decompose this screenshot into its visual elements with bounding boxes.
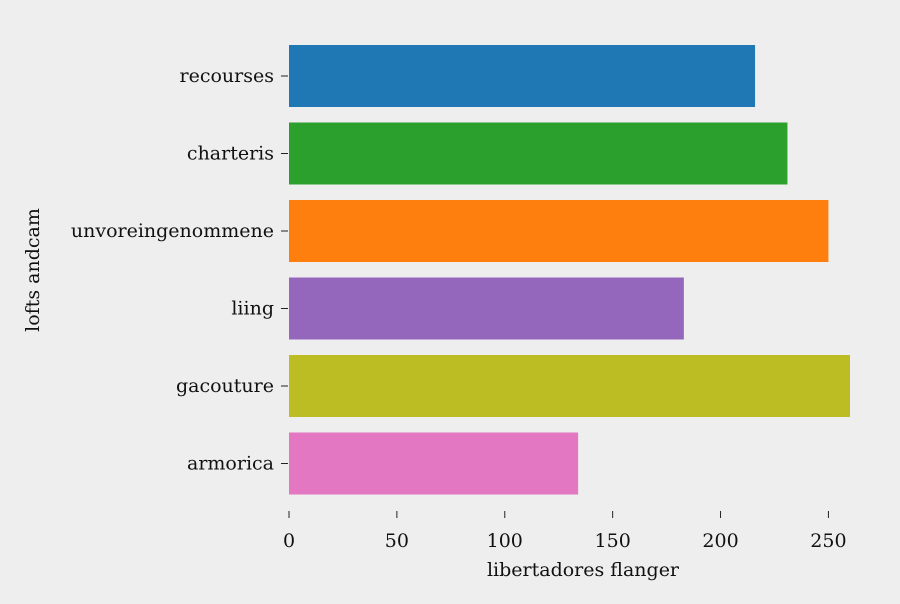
x-axis-label: libertadores flanger [487, 559, 680, 581]
x-tick-label: 200 [702, 530, 738, 552]
bar-unvoreingenommene [289, 200, 829, 262]
y-tick-label: liing [231, 298, 274, 320]
x-tick-label: 250 [810, 530, 846, 552]
bar-armorica [289, 432, 579, 495]
bar-gacouture [289, 355, 850, 417]
y-tick-label: armorica [187, 453, 274, 475]
bars-group [289, 45, 850, 495]
x-axis: 0 50 100 150 200 250 [283, 511, 847, 552]
y-tick-label: unvoreingenommene [71, 220, 274, 242]
y-axis-label: lofts andcam [22, 208, 44, 332]
y-tick-label: gacouture [176, 375, 274, 397]
y-axis: recourses charteris unvoreingenommene liing… [71, 65, 288, 475]
y-tick-label: charteris [187, 143, 274, 165]
bar-liing [289, 277, 684, 340]
bar-charteris [289, 122, 788, 185]
x-tick-label: 0 [283, 530, 295, 552]
x-tick-label: 50 [385, 530, 409, 552]
x-tick-label: 100 [487, 530, 523, 552]
bar-recourses [289, 45, 756, 107]
x-tick-label: 150 [595, 530, 631, 552]
y-tick-label: recourses [180, 65, 274, 87]
